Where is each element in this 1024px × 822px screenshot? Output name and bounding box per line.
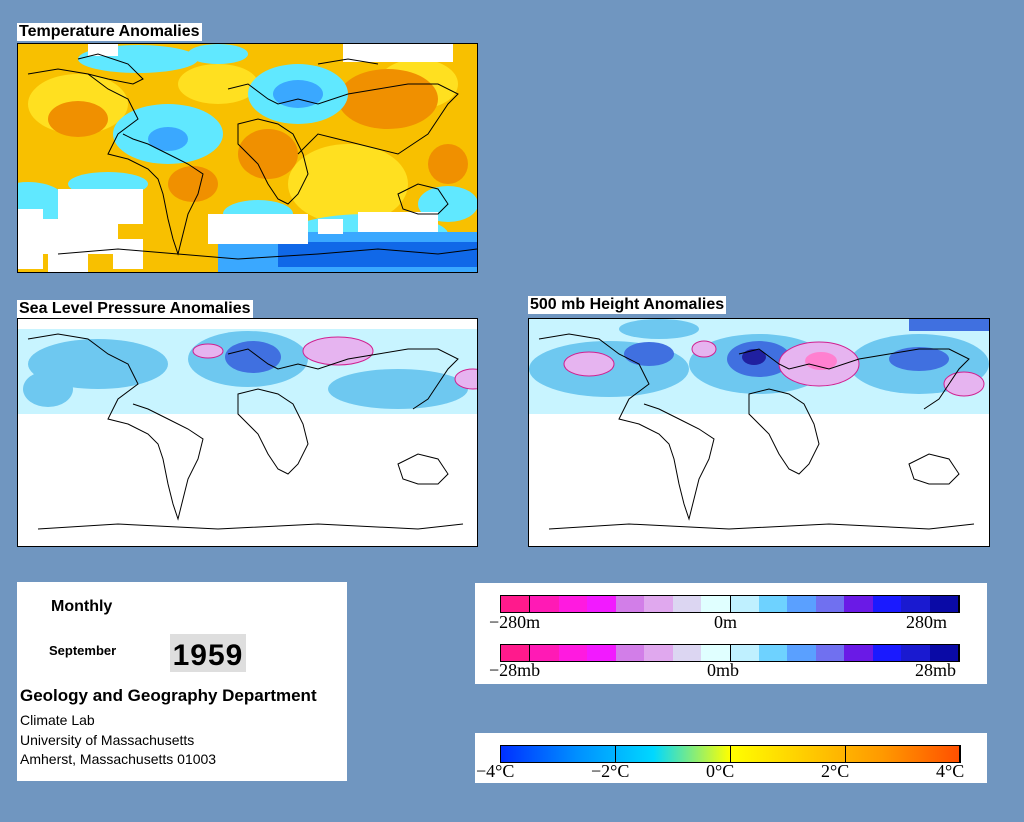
pressure-color-step (558, 645, 588, 661)
temperature-scale-tick (960, 745, 961, 763)
pressure-color-step (615, 645, 645, 661)
pressure-color-bar (500, 644, 960, 662)
info-box: Monthly September 1959 Geology and Geogr… (17, 582, 347, 781)
pressure-color-step (644, 645, 673, 661)
pressure-color-step (758, 645, 788, 661)
slp-anomaly-map (17, 318, 478, 547)
pressure-color-step (815, 645, 845, 661)
height-color-step (587, 596, 616, 612)
pressure-color-step (501, 645, 531, 661)
anomaly-legend: −280m 0m 280m −28mb 0mb 28mb (475, 583, 987, 684)
year-display: 1959 (170, 634, 246, 672)
pressure-mid-label: 0mb (707, 660, 740, 680)
height-max-label: 280m (906, 612, 948, 632)
pressure-color-step (530, 645, 559, 661)
temperature-scale-tick (845, 745, 846, 763)
slp-panel-title: Sea Level Pressure Anomalies (17, 300, 253, 318)
pressure-color-step (844, 645, 873, 661)
temperature-scale-label: −4°C (476, 761, 515, 781)
pressure-color-step (787, 645, 816, 661)
temperature-legend: −4°C −2°C 0°C 2°C 4°C (475, 733, 987, 783)
height-color-step (558, 596, 588, 612)
height-color-bar (500, 595, 960, 613)
height-color-step (872, 596, 902, 612)
temperature-scale-label: −2°C (591, 761, 630, 781)
pressure-color-step (587, 645, 616, 661)
temperature-scale-tick (500, 745, 501, 763)
height-color-step (644, 596, 673, 612)
temperature-scale-label: 0°C (706, 761, 735, 781)
height-color-step (730, 596, 759, 612)
height-color-step (615, 596, 645, 612)
height-color-step (901, 596, 930, 612)
height-color-step (501, 596, 531, 612)
address: Amherst, Massachusetts 01003 (20, 751, 217, 767)
temperature-panel-title: Temperature Anomalies (17, 23, 202, 41)
height-color-step (530, 596, 559, 612)
height-panel-title: 500 mb Height Anomalies (528, 296, 727, 314)
height-anomaly-map (528, 318, 990, 547)
pressure-color-step (929, 645, 959, 661)
height-color-step (787, 596, 816, 612)
pressure-color-step (901, 645, 930, 661)
pressure-color-step (672, 645, 702, 661)
pressure-min-label: −28mb (489, 660, 541, 680)
height-color-step (815, 596, 845, 612)
temperature-scale-label: 2°C (821, 761, 850, 781)
height-color-step (758, 596, 788, 612)
height-mid-label: 0m (714, 612, 738, 632)
temperature-scale-tick (615, 745, 616, 763)
temperature-scale-tick (730, 745, 731, 763)
temperature-scale-label: 4°C (936, 761, 965, 781)
month-label: September (49, 643, 117, 658)
university-name: University of Massachusetts (20, 732, 195, 748)
height-color-step (672, 596, 702, 612)
temperature-anomaly-map (17, 43, 478, 273)
lab-name: Climate Lab (20, 712, 95, 728)
pressure-color-step (730, 645, 759, 661)
pressure-color-step (701, 645, 731, 661)
period-label: Monthly (51, 598, 113, 615)
pressure-max-label: 28mb (915, 660, 957, 680)
height-color-step (701, 596, 731, 612)
height-color-step (844, 596, 873, 612)
department-name: Geology and Geography Department (20, 686, 317, 705)
pressure-color-step (872, 645, 902, 661)
height-min-label: −280m (489, 612, 541, 632)
height-color-step (929, 596, 959, 612)
